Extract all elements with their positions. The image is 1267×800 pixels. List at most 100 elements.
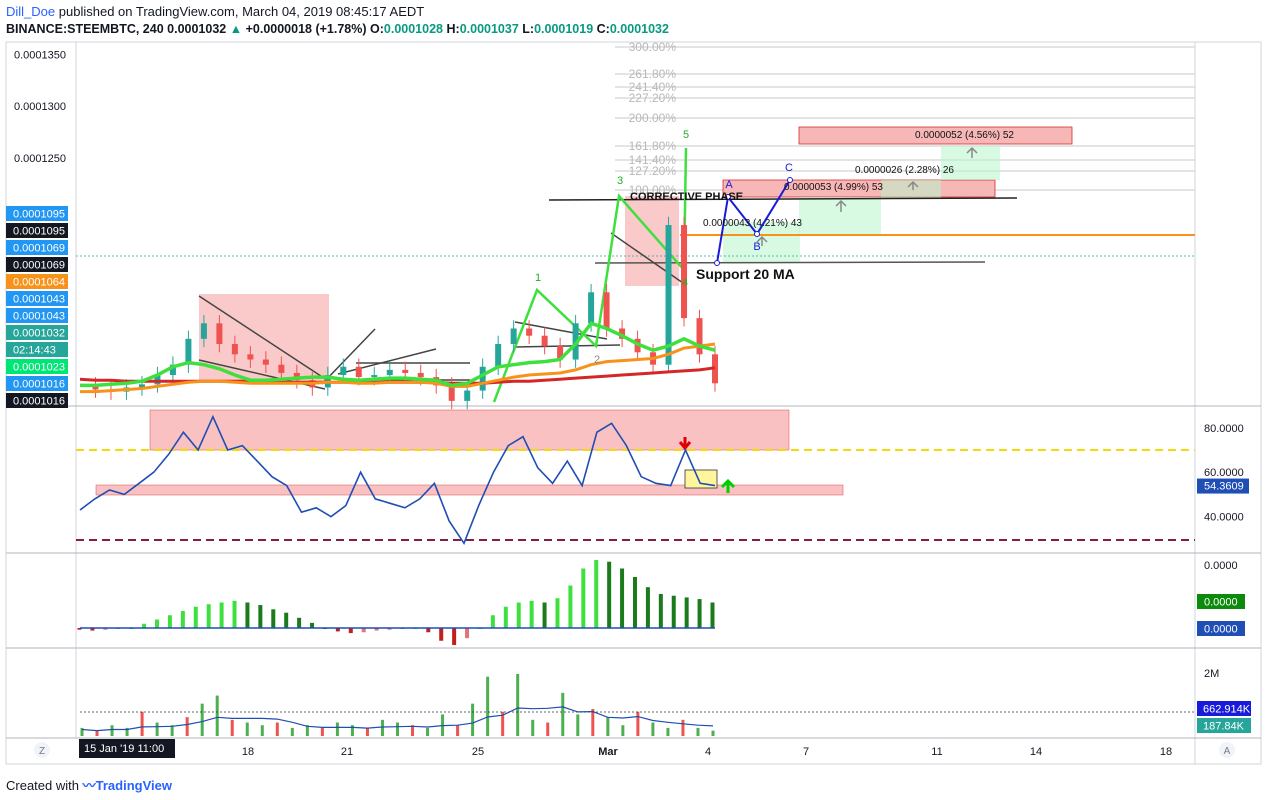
macd-bar bbox=[348, 628, 353, 634]
price-badge bbox=[6, 274, 68, 289]
green-zone-3 bbox=[881, 180, 941, 198]
price-badge-label: 0.0001095 bbox=[13, 209, 65, 221]
candle-body bbox=[603, 292, 610, 329]
rsi-tick: 60.0000 bbox=[1204, 467, 1244, 479]
volume-bar bbox=[80, 727, 84, 736]
time-tick: 18 bbox=[1160, 746, 1172, 758]
tradingview-brand[interactable]: TradingView bbox=[95, 778, 172, 793]
macd-bar bbox=[193, 606, 198, 628]
volume-bar bbox=[426, 727, 430, 736]
macd-bar bbox=[167, 615, 172, 628]
time-tick: 4 bbox=[705, 746, 711, 758]
price-badge-label: 0.0001064 bbox=[13, 277, 65, 289]
wave-label: A bbox=[725, 179, 733, 191]
candle-body bbox=[200, 323, 207, 339]
candle-body bbox=[138, 384, 145, 388]
candle-body bbox=[495, 344, 502, 367]
macd-bar bbox=[297, 617, 302, 628]
volume-bar bbox=[335, 722, 339, 736]
open-value: 0.0001028 bbox=[383, 22, 443, 36]
candle-body bbox=[526, 328, 533, 336]
wave-label: 5 bbox=[683, 129, 689, 141]
candle-body bbox=[448, 385, 455, 401]
volume-badge bbox=[1197, 701, 1251, 716]
macd-axis: 0.0000 0.0000 0.0000 bbox=[1197, 560, 1245, 636]
ma20-line bbox=[80, 321, 716, 388]
volume-bar bbox=[501, 711, 505, 736]
candle-body bbox=[262, 359, 269, 365]
volume-bar bbox=[230, 719, 234, 736]
volume-bar bbox=[561, 692, 565, 736]
time-tick: 25 bbox=[472, 746, 484, 758]
macd-bar bbox=[90, 628, 95, 631]
time-tick: 11 bbox=[931, 746, 942, 758]
candle-body bbox=[371, 375, 378, 378]
author-link[interactable]: Dill_Doe bbox=[6, 4, 56, 19]
zoom-button[interactable] bbox=[34, 742, 50, 758]
macd-bar bbox=[542, 602, 547, 628]
volume-bar bbox=[350, 725, 354, 736]
volume-series bbox=[80, 674, 1195, 736]
volume-bar bbox=[215, 695, 219, 736]
price-badge bbox=[6, 240, 68, 255]
macd-bar bbox=[374, 628, 379, 631]
h-label: H: bbox=[446, 22, 460, 36]
last-price: 0.0001032 bbox=[167, 22, 227, 36]
price-tick: 0.0001350 bbox=[14, 49, 66, 61]
macd-bar bbox=[645, 587, 650, 628]
macd-badge-label: 0.0000 bbox=[1204, 624, 1238, 636]
price-badge-label: 0.0001032 bbox=[13, 328, 65, 340]
candle-body bbox=[541, 335, 548, 347]
cursor-time-label: 15 Jan '19 11:00 bbox=[84, 743, 164, 755]
cursor-time-badge bbox=[79, 739, 175, 758]
footer: Created with 〰TradingView bbox=[6, 775, 172, 794]
volume-bar bbox=[696, 727, 700, 736]
candle-body bbox=[681, 225, 688, 319]
volume-badge-label: 187.84K bbox=[1203, 721, 1245, 733]
wave-label: 2 bbox=[594, 354, 600, 366]
volume-bar bbox=[681, 719, 685, 736]
rsi-series bbox=[79, 414, 716, 546]
candle-body bbox=[247, 354, 254, 360]
volume-badge bbox=[1197, 718, 1251, 733]
time-axis: 18 21 25 Mar 4 7 11 14 18 bbox=[242, 746, 1172, 758]
price-tick: 0.0001250 bbox=[14, 153, 66, 165]
tradingview-logo-icon: 〰 bbox=[82, 778, 96, 793]
annotation-label: 0.0000052 (4.56%) 52 bbox=[915, 130, 1014, 141]
trendline-4 bbox=[337, 348, 437, 375]
time-tick: 18 bbox=[242, 746, 254, 758]
volume-bar bbox=[320, 727, 324, 736]
volume-bar bbox=[651, 722, 655, 736]
volume-bar bbox=[170, 725, 174, 736]
volume-bar bbox=[486, 676, 490, 736]
volume-bar bbox=[125, 727, 129, 736]
auto-scale-button[interactable] bbox=[1219, 742, 1235, 758]
macd-bar bbox=[155, 619, 160, 628]
price-badge-label: 0.0001016 bbox=[13, 396, 65, 408]
candle-body bbox=[355, 366, 362, 378]
volume-bar bbox=[591, 709, 595, 736]
macd-bar bbox=[180, 611, 185, 628]
price-annotations: CORRECTIVE PHASE Support 20 MA 0.0000052 (… bbox=[535, 129, 1014, 366]
close-value: 0.0001032 bbox=[609, 22, 669, 36]
ma50-line bbox=[80, 342, 716, 394]
wave-dot-c bbox=[787, 177, 793, 183]
macd-badge-label: 0.0000 bbox=[1204, 597, 1238, 609]
symbol[interactable]: BINANCE:STEEMBTC, 240 bbox=[6, 22, 164, 36]
price-badge bbox=[6, 223, 68, 238]
l-label: L: bbox=[522, 22, 535, 36]
candle-body bbox=[510, 328, 517, 344]
volume-tick: 2M bbox=[1204, 668, 1219, 680]
target-arrows bbox=[756, 146, 978, 246]
fib-label: 200.00% bbox=[629, 111, 677, 125]
wave-dot-start bbox=[714, 260, 720, 266]
price-badge-label: 0.0001043 bbox=[13, 311, 65, 323]
volume-bar bbox=[636, 711, 640, 736]
fib-label: 161.80% bbox=[629, 139, 677, 153]
volume-bar bbox=[396, 722, 399, 736]
volume-bar bbox=[531, 719, 535, 736]
macd-bar bbox=[671, 595, 676, 628]
volume-bar bbox=[606, 717, 610, 736]
macd-bar bbox=[620, 568, 625, 628]
